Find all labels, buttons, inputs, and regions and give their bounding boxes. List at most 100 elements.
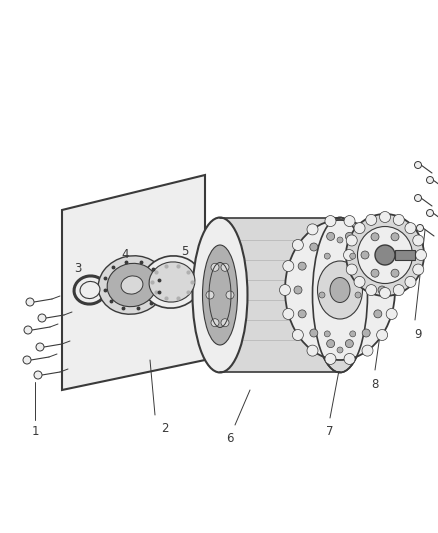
Circle shape [307,345,318,356]
Ellipse shape [330,278,350,303]
Circle shape [362,243,370,251]
Circle shape [343,249,354,261]
Circle shape [379,287,391,298]
Circle shape [23,356,31,364]
Ellipse shape [357,227,413,284]
Circle shape [319,292,325,298]
Circle shape [283,261,294,271]
Ellipse shape [192,217,247,373]
Circle shape [310,243,318,251]
Ellipse shape [346,214,424,296]
Circle shape [206,291,214,299]
Circle shape [362,345,373,356]
Text: 8: 8 [371,378,379,391]
Circle shape [354,223,365,233]
Circle shape [298,262,306,270]
Circle shape [427,209,434,216]
Circle shape [324,331,330,337]
Circle shape [211,319,219,327]
Circle shape [36,343,44,351]
Circle shape [350,253,356,259]
Ellipse shape [74,276,106,304]
Circle shape [393,214,404,225]
Circle shape [362,329,370,337]
Ellipse shape [312,217,367,373]
Circle shape [344,215,355,227]
Circle shape [361,251,369,259]
Circle shape [221,263,229,271]
Circle shape [211,263,219,271]
Ellipse shape [142,256,202,308]
Circle shape [283,309,294,319]
Circle shape [393,285,404,296]
Circle shape [279,285,290,295]
Circle shape [371,233,379,241]
Circle shape [221,319,229,327]
Circle shape [366,285,377,296]
Circle shape [354,277,365,287]
Circle shape [26,298,34,306]
Circle shape [344,353,355,365]
Circle shape [310,329,318,337]
Circle shape [298,310,306,318]
Circle shape [374,262,382,270]
Circle shape [294,286,302,294]
Ellipse shape [149,262,195,302]
Polygon shape [62,175,205,390]
Text: 7: 7 [326,425,334,438]
Ellipse shape [121,276,143,294]
Circle shape [327,340,335,348]
Circle shape [293,329,304,341]
Circle shape [350,331,356,337]
Circle shape [405,277,416,287]
Ellipse shape [80,281,100,298]
Ellipse shape [318,261,363,319]
Circle shape [375,245,395,265]
Circle shape [337,237,343,243]
Circle shape [401,251,409,259]
Circle shape [414,161,421,168]
Circle shape [377,239,388,251]
Circle shape [386,261,397,271]
Circle shape [389,285,400,295]
Text: 6: 6 [226,432,234,445]
Circle shape [386,309,397,319]
Circle shape [366,214,377,225]
Circle shape [345,340,353,348]
Circle shape [413,235,424,246]
Text: 2: 2 [161,422,169,435]
Text: 9: 9 [414,328,422,341]
Circle shape [413,264,424,275]
Bar [395,250,415,260]
Text: 3: 3 [74,262,82,275]
Circle shape [38,314,46,322]
Circle shape [346,235,357,246]
Circle shape [378,286,386,294]
Circle shape [391,233,399,241]
Circle shape [34,371,42,379]
Text: 5: 5 [181,245,189,258]
Circle shape [391,269,399,277]
Circle shape [427,176,434,183]
Circle shape [374,310,382,318]
Polygon shape [220,218,340,372]
Circle shape [416,249,427,261]
Circle shape [337,347,343,353]
Circle shape [355,292,361,298]
Ellipse shape [98,256,166,314]
Text: 1: 1 [31,425,39,438]
Circle shape [226,291,234,299]
Circle shape [325,215,336,227]
Circle shape [405,223,416,233]
Circle shape [24,326,32,334]
Circle shape [327,232,335,240]
Ellipse shape [107,263,157,306]
Circle shape [371,269,379,277]
Circle shape [307,224,318,235]
Ellipse shape [285,220,395,360]
Circle shape [414,195,421,201]
Text: 4: 4 [121,248,129,261]
Circle shape [324,253,330,259]
Circle shape [417,224,424,231]
Circle shape [362,224,373,235]
